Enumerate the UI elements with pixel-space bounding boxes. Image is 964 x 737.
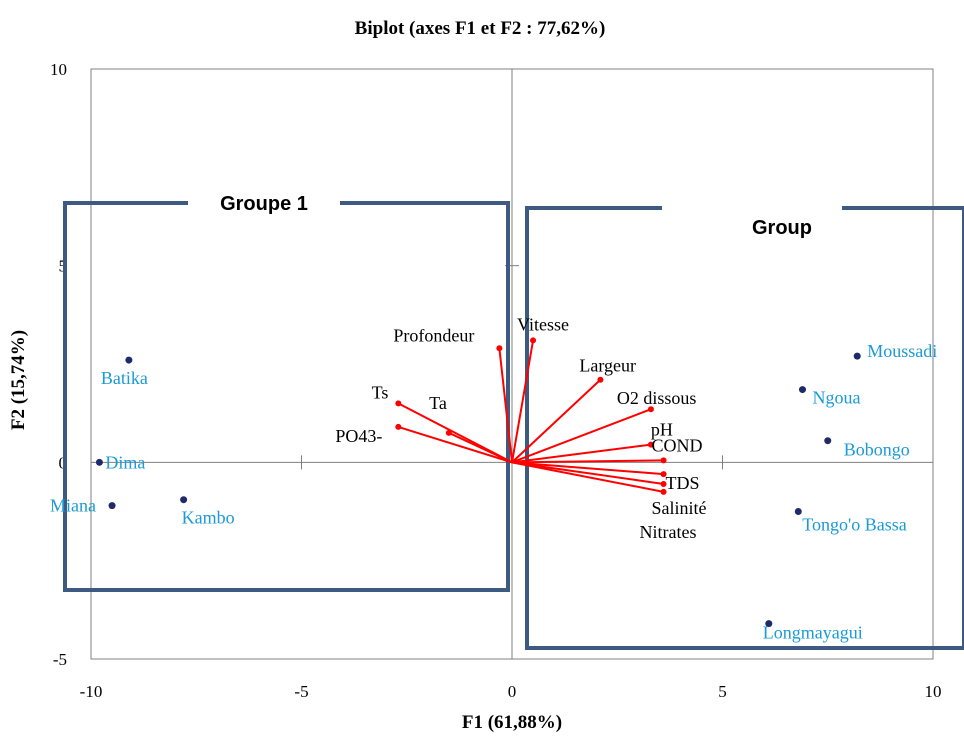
observation-point xyxy=(824,437,832,445)
group-label: Group xyxy=(752,217,812,239)
variable-vector-tip xyxy=(597,376,604,383)
y-tick-label: 0 xyxy=(59,453,68,472)
variable-vector xyxy=(511,340,535,463)
variable-vector-tip xyxy=(395,400,402,407)
variable-vector-tip xyxy=(647,406,654,413)
observation-label: Kambo xyxy=(182,508,235,528)
variable-label: PO43- xyxy=(335,426,382,446)
observation-label: Dima xyxy=(105,452,145,472)
observation-label: Batika xyxy=(101,368,148,388)
variable-vector-tip xyxy=(496,345,503,352)
variable-vector-tip xyxy=(660,471,667,478)
variable-vector-tip xyxy=(660,488,667,495)
variable-label: pH xyxy=(651,420,673,440)
variable-label: COND xyxy=(652,435,703,455)
variable-label: Largeur xyxy=(579,356,636,376)
observation-point xyxy=(798,386,806,394)
observation-point xyxy=(765,620,773,628)
observation-point xyxy=(125,356,133,364)
variable-vector xyxy=(448,431,513,464)
variable-vector-tip xyxy=(395,423,402,430)
variable-vector xyxy=(511,408,652,464)
variable-vector xyxy=(511,459,664,464)
variable-vector-tip xyxy=(660,457,667,464)
variable-vector xyxy=(511,461,664,476)
variable-vector xyxy=(511,379,602,464)
group-box-outline xyxy=(63,201,510,592)
y-axis-label: F2 (15,74%) xyxy=(8,330,29,430)
observation-label: Moussadi xyxy=(867,341,937,361)
observation-point xyxy=(108,502,116,510)
variable-label: O2 dissous xyxy=(617,388,697,408)
variable-vector xyxy=(498,348,513,463)
group-label: Groupe 1 xyxy=(220,193,308,215)
observation-label: Ngoua xyxy=(812,388,860,408)
variable-vector xyxy=(511,461,664,485)
observation-point xyxy=(794,508,802,515)
variable-vector xyxy=(511,443,652,464)
variable-vector xyxy=(511,461,664,493)
x-tick-label: -5 xyxy=(294,682,308,701)
y-tick-label: 5 xyxy=(59,257,68,276)
variable-label: Nitrates xyxy=(640,522,697,542)
observation-label: Longmayagui xyxy=(763,623,863,643)
x-tick-label: -10 xyxy=(80,682,103,701)
observation-point xyxy=(853,352,861,360)
variable-label: Vitesse xyxy=(517,314,569,334)
group-box-outline xyxy=(525,206,964,650)
y-tick-label: 10 xyxy=(50,60,67,79)
x-tick-label: 5 xyxy=(718,682,727,701)
variable-label: Ts xyxy=(372,382,389,402)
group-boxes: Groupe 1 Group xyxy=(63,193,964,650)
x-tick-label: 0 xyxy=(508,682,517,701)
variable-vector-tip xyxy=(647,441,654,448)
variable-label: Salinité xyxy=(652,498,707,518)
observation-label: Bobongo xyxy=(844,440,910,460)
variable-label: TDS xyxy=(666,473,700,493)
observation-label: Miana xyxy=(50,496,96,516)
y-tick-label: -5 xyxy=(53,650,67,669)
variable-vector xyxy=(398,425,513,464)
observation-point xyxy=(95,458,103,466)
variable-vector-tip xyxy=(660,480,667,487)
observations-layer: Batika Dima Miana Kambo Moussadi Ngoua Bobongo… xyxy=(50,341,937,642)
x-axis-label: F1 (61,88%) xyxy=(462,712,562,733)
variable-label: Ta xyxy=(429,393,447,413)
chart-title: Biplot (axes F1 et F2 : 77,62%) xyxy=(355,18,606,39)
variable-vector-tip xyxy=(445,429,452,436)
variable-label: Profondeur xyxy=(393,325,474,345)
x-tick-label: 10 xyxy=(925,682,942,701)
variable-vector-tip xyxy=(530,337,537,344)
variable-vectors: Profondeur Vitesse Largeur O2 dissous pHCOND… xyxy=(335,314,706,541)
observation-point xyxy=(180,496,188,504)
observation-label: Tongo'o Bassa xyxy=(802,515,906,535)
axes-layer: -10 -5 0 5 10 10 5 0 -5 xyxy=(50,60,942,701)
